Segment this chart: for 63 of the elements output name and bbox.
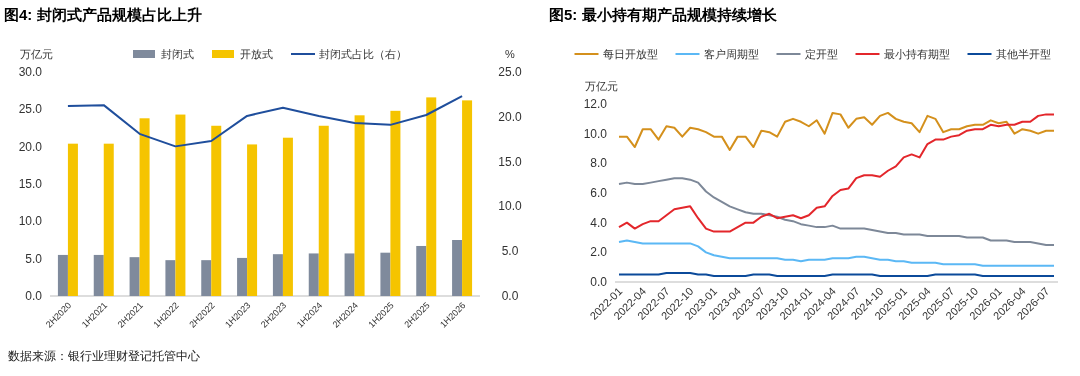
bar xyxy=(165,260,176,296)
line-series xyxy=(618,113,1055,233)
y-axis-title: 万亿元 xyxy=(585,80,618,92)
y2-tick-label: 5.0 xyxy=(501,244,519,259)
chart-title: 图5: 最小持有期产品规模持续增长 xyxy=(549,6,778,23)
line-series xyxy=(618,239,1055,267)
bar xyxy=(201,260,212,296)
bar xyxy=(247,144,258,296)
y2-axis-title: % xyxy=(505,48,516,60)
bar xyxy=(237,257,248,296)
y-axis-title: 万亿元 xyxy=(20,48,53,60)
y-tick-label: 15.0 xyxy=(18,177,43,191)
y2-tick-label: 0.0 xyxy=(501,289,519,303)
line-series xyxy=(618,111,1055,151)
y2-tick-label: 20.0 xyxy=(498,109,522,124)
line-series xyxy=(66,95,464,148)
bar xyxy=(452,240,463,296)
bar xyxy=(462,100,473,296)
bar xyxy=(211,125,222,296)
y-tick-label: 0.0 xyxy=(25,289,43,303)
y-tick-label: 30.0 xyxy=(18,65,43,79)
bar xyxy=(308,253,319,296)
bar xyxy=(175,114,186,296)
y-tick-label: 12.0 xyxy=(583,97,608,111)
y-tick-label: 6.0 xyxy=(590,186,608,200)
bar xyxy=(380,252,391,296)
legend-label: 开放式 xyxy=(240,48,273,60)
y-tick-label: 0.0 xyxy=(590,275,608,289)
chart-title: 图4: 封闭式产品规模占比上升 xyxy=(4,6,202,23)
y2-tick-label: 15.0 xyxy=(498,154,522,169)
bar xyxy=(354,115,365,296)
y-tick-label: 2.0 xyxy=(590,245,608,260)
bar xyxy=(57,254,68,296)
source-note: 数据来源：银行业理财登记托管中心 xyxy=(8,349,200,363)
y-tick-label: 10.0 xyxy=(583,126,608,141)
legend-label: 每日开放型 xyxy=(602,48,658,60)
bar xyxy=(139,118,150,296)
y-tick-label: 8.0 xyxy=(590,156,608,171)
y-tick-label: 4.0 xyxy=(590,215,608,230)
y-tick-label: 20.0 xyxy=(18,139,43,154)
bar xyxy=(344,253,355,296)
y2-tick-label: 10.0 xyxy=(498,199,522,214)
bar xyxy=(103,143,114,296)
legend-label: 封闭式 xyxy=(161,48,194,60)
y-tick-label: 25.0 xyxy=(18,102,43,117)
bar xyxy=(67,143,78,296)
bar xyxy=(426,97,437,296)
bar xyxy=(93,254,104,296)
y2-tick-label: 25.0 xyxy=(498,65,522,79)
bar xyxy=(416,245,427,296)
bar xyxy=(282,137,293,296)
bar xyxy=(318,125,329,296)
legend-label: 最小持有期型 xyxy=(883,48,950,60)
bar xyxy=(390,110,401,296)
legend-label: 客户周期型 xyxy=(703,48,759,60)
legend-label: 封闭式占比（右） xyxy=(319,48,407,60)
y-tick-label: 5.0 xyxy=(25,251,43,266)
bar xyxy=(272,254,283,296)
legend-label: 定开型 xyxy=(804,48,838,60)
line-series xyxy=(618,177,1055,246)
legend-label: 其他半开型 xyxy=(995,48,1051,60)
bar xyxy=(129,257,140,296)
y-tick-label: 10.0 xyxy=(18,214,43,229)
